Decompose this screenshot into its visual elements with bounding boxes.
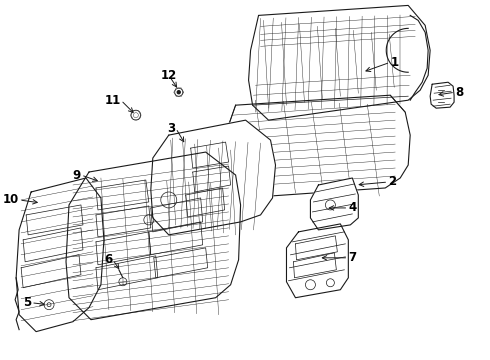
- Text: 2: 2: [388, 175, 396, 189]
- Polygon shape: [66, 152, 241, 320]
- Text: 4: 4: [348, 202, 357, 215]
- Text: 12: 12: [161, 69, 177, 82]
- Text: 11: 11: [105, 94, 121, 107]
- Text: 10: 10: [3, 193, 19, 206]
- Text: 6: 6: [105, 253, 113, 266]
- Text: 3: 3: [168, 122, 176, 135]
- Polygon shape: [287, 224, 348, 298]
- Text: 1: 1: [390, 56, 398, 69]
- Text: 9: 9: [73, 168, 81, 181]
- Polygon shape: [311, 178, 358, 230]
- Polygon shape: [430, 82, 454, 108]
- Text: 7: 7: [348, 251, 356, 264]
- Polygon shape: [248, 5, 430, 120]
- Polygon shape: [227, 95, 410, 198]
- Text: 5: 5: [23, 296, 31, 309]
- Text: 8: 8: [455, 86, 464, 99]
- Circle shape: [177, 91, 180, 94]
- Polygon shape: [16, 178, 104, 332]
- Polygon shape: [151, 120, 275, 235]
